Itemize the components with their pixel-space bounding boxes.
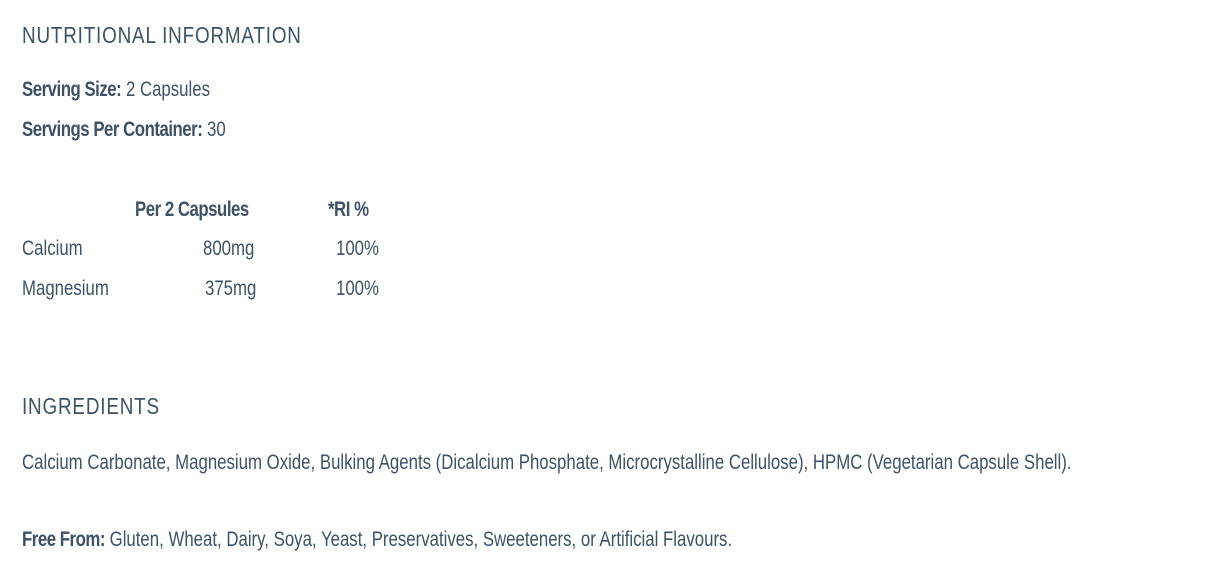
free-from-label: Free From:	[22, 528, 105, 551]
servings-per-container-value: 30	[207, 118, 226, 141]
free-from: Free From: Gluten, Wheat, Dairy, Soya, Y…	[22, 528, 732, 552]
servings-per-container: Servings Per Container: 30	[22, 118, 226, 142]
free-from-value: Gluten, Wheat, Dairy, Soya, Yeast, Prese…	[109, 528, 733, 551]
serving-size-label: Serving Size:	[22, 78, 122, 101]
table-header-ri: *RI %	[328, 198, 369, 221]
ingredients-title: INGREDIENTS	[22, 393, 160, 419]
serving-size: Serving Size: 2 Capsules	[22, 78, 210, 102]
table-row-name: Magnesium	[22, 277, 109, 300]
nutrition-title: NUTRITIONAL INFORMATION	[22, 22, 302, 48]
table-row-amount: 800mg	[203, 237, 255, 260]
servings-per-container-label: Servings Per Container:	[22, 118, 203, 141]
table-row-amount: 375mg	[205, 277, 257, 300]
table-row-name: Calcium	[22, 237, 83, 260]
serving-size-value: 2 Capsules	[125, 78, 210, 101]
ingredients-text: Calcium Carbonate, Magnesium Oxide, Bulk…	[22, 451, 1072, 474]
table-header-amount: Per 2 Capsules	[135, 198, 249, 221]
table-row-ri: 100%	[336, 237, 379, 260]
table-row-ri: 100%	[336, 277, 379, 300]
